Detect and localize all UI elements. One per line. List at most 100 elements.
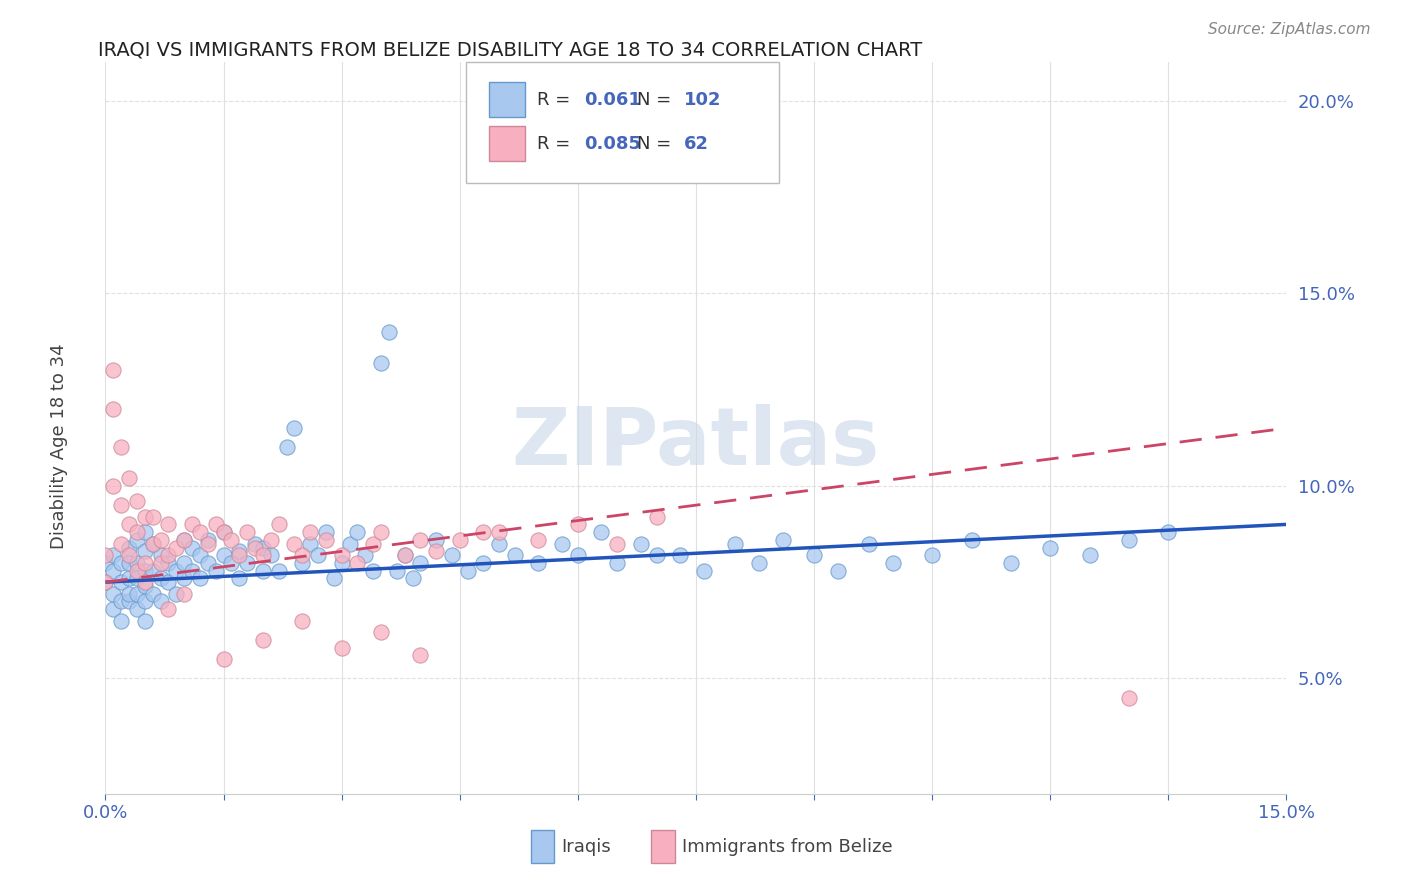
Point bbox=[125, 587, 148, 601]
Point bbox=[385, 564, 408, 578]
Point bbox=[394, 548, 416, 562]
Point bbox=[125, 556, 148, 570]
Point bbox=[960, 533, 983, 547]
Point bbox=[142, 536, 165, 550]
Point bbox=[110, 614, 132, 628]
Point bbox=[197, 533, 219, 547]
Point bbox=[409, 648, 432, 663]
Point bbox=[149, 571, 172, 585]
Point bbox=[322, 571, 344, 585]
FancyBboxPatch shape bbox=[489, 82, 524, 118]
Point bbox=[94, 548, 117, 562]
Point bbox=[457, 564, 479, 578]
Point bbox=[103, 602, 125, 616]
Point bbox=[125, 602, 148, 616]
Point bbox=[134, 564, 156, 578]
Point bbox=[401, 571, 423, 585]
Point bbox=[472, 556, 495, 570]
Point bbox=[567, 548, 589, 562]
Point bbox=[394, 548, 416, 562]
Point bbox=[125, 571, 148, 585]
Point bbox=[276, 441, 298, 455]
Point bbox=[134, 594, 156, 608]
Point bbox=[267, 564, 290, 578]
Point bbox=[488, 525, 510, 540]
Point bbox=[204, 517, 226, 532]
Point bbox=[181, 564, 204, 578]
Point bbox=[283, 421, 305, 435]
Point bbox=[228, 548, 250, 562]
Point bbox=[149, 556, 172, 570]
Text: N =: N = bbox=[637, 135, 676, 153]
Point bbox=[157, 548, 180, 562]
Point bbox=[134, 614, 156, 628]
Point bbox=[181, 517, 204, 532]
Point bbox=[488, 536, 510, 550]
Point bbox=[409, 556, 432, 570]
Point bbox=[527, 556, 550, 570]
Point bbox=[1118, 690, 1140, 705]
Point bbox=[173, 556, 195, 570]
Point bbox=[118, 541, 141, 555]
Point bbox=[1078, 548, 1101, 562]
FancyBboxPatch shape bbox=[651, 830, 675, 863]
Point bbox=[212, 525, 235, 540]
Point bbox=[134, 525, 156, 540]
Point bbox=[236, 525, 259, 540]
Point bbox=[103, 587, 125, 601]
Text: 102: 102 bbox=[685, 91, 721, 109]
Point bbox=[165, 564, 187, 578]
Point bbox=[630, 536, 652, 550]
Text: 0.061: 0.061 bbox=[583, 91, 641, 109]
Point bbox=[134, 579, 156, 593]
Point bbox=[803, 548, 825, 562]
Point bbox=[1118, 533, 1140, 547]
Point bbox=[243, 536, 266, 550]
Point bbox=[94, 575, 117, 590]
Point bbox=[291, 548, 314, 562]
Point bbox=[110, 575, 132, 590]
Text: 62: 62 bbox=[685, 135, 709, 153]
Point bbox=[157, 556, 180, 570]
Point bbox=[149, 594, 172, 608]
Point bbox=[94, 575, 117, 590]
Point bbox=[94, 556, 117, 570]
Text: N =: N = bbox=[637, 91, 676, 109]
Point bbox=[527, 533, 550, 547]
Point bbox=[361, 536, 384, 550]
Point bbox=[125, 564, 148, 578]
Point bbox=[645, 509, 668, 524]
Point bbox=[260, 533, 283, 547]
Text: ZIPatlas: ZIPatlas bbox=[512, 404, 880, 482]
Point bbox=[339, 536, 361, 550]
Point bbox=[110, 556, 132, 570]
Point bbox=[669, 548, 692, 562]
Point bbox=[157, 575, 180, 590]
Point bbox=[125, 525, 148, 540]
Point bbox=[772, 533, 794, 547]
Point bbox=[110, 441, 132, 455]
Point bbox=[606, 536, 628, 550]
Point bbox=[142, 564, 165, 578]
Point bbox=[204, 564, 226, 578]
Point bbox=[221, 533, 243, 547]
Text: 0.085: 0.085 bbox=[583, 135, 641, 153]
Point bbox=[693, 564, 716, 578]
Point bbox=[449, 533, 471, 547]
Point bbox=[173, 587, 195, 601]
Point bbox=[260, 548, 283, 562]
Point bbox=[181, 541, 204, 555]
Point bbox=[591, 525, 613, 540]
Point bbox=[503, 548, 526, 562]
Point bbox=[346, 525, 368, 540]
Point bbox=[236, 556, 259, 570]
Point bbox=[134, 575, 156, 590]
Point bbox=[103, 401, 125, 416]
Point bbox=[361, 564, 384, 578]
Point bbox=[142, 587, 165, 601]
Point bbox=[1157, 525, 1180, 540]
Point bbox=[330, 556, 353, 570]
Point bbox=[173, 571, 195, 585]
Point bbox=[197, 536, 219, 550]
Point bbox=[252, 564, 274, 578]
